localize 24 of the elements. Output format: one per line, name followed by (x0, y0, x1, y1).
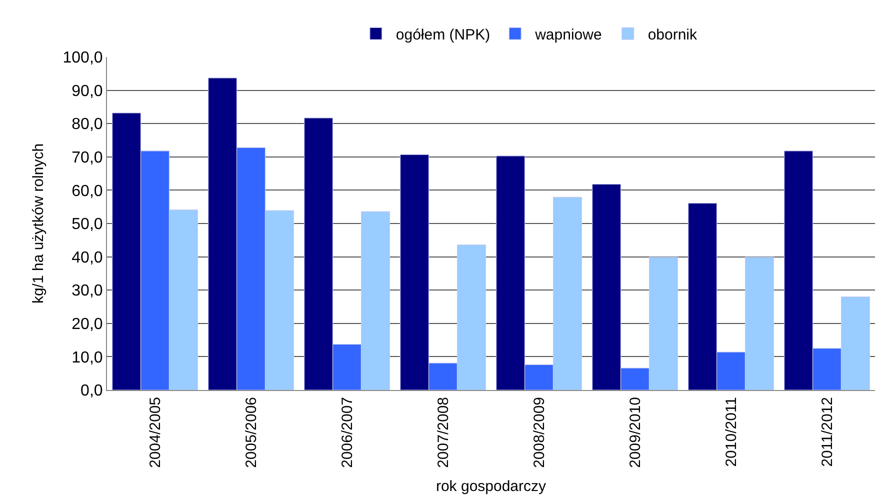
y-tick-label: 50,0 (72, 216, 103, 234)
x-tick-label: 2011/2012 (818, 397, 836, 467)
x-tick-label: 2005/2006 (242, 397, 260, 468)
legend-label: wapniowe (534, 26, 602, 44)
y-tick-label: 0,0 (80, 382, 103, 400)
x-tick-label: 2009/2010 (626, 397, 644, 468)
y-tick-label: 20,0 (72, 316, 103, 333)
y-tick-label: 40,0 (72, 249, 103, 266)
legend-label: obornik (648, 26, 698, 44)
y-tick-label: 90,0 (72, 82, 103, 100)
legend-label: ogółem (NPK) (396, 26, 490, 44)
y-tick-label: 70,0 (72, 150, 103, 166)
y-tick-label: 60,0 (72, 182, 103, 200)
x-tick-label: 2004/2005 (146, 397, 164, 468)
y-tick-label: 30,0 (72, 282, 103, 300)
x-tick-label: 2007/2008 (434, 397, 452, 468)
y-tick-label: 80,0 (72, 116, 103, 134)
y-axis-title: kg/1 ha użytków rolnych (30, 143, 48, 304)
x-axis-title: rok gospodarczy (436, 478, 547, 495)
x-tick-label: 2006/2007 (338, 397, 356, 468)
x-tick-label: 2010/2011 (722, 397, 740, 467)
y-tick-label: 100,0 (62, 50, 103, 67)
y-tick-label: 10,0 (72, 349, 103, 366)
x-tick-label: 2008/2009 (530, 397, 548, 468)
